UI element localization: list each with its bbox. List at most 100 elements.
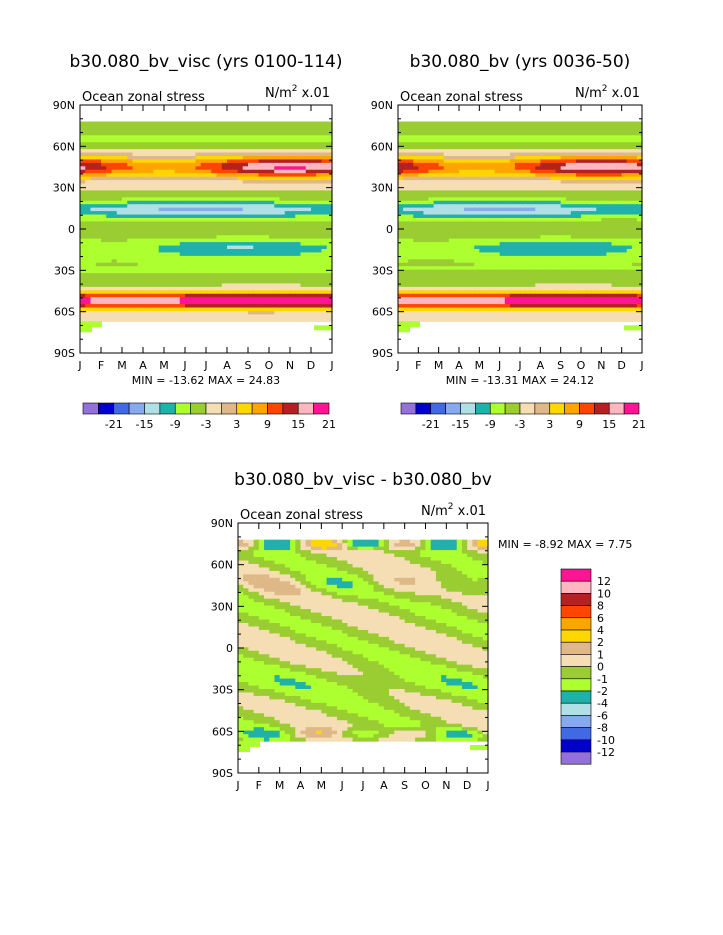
field-cell bbox=[494, 255, 501, 260]
field-cell bbox=[106, 224, 113, 229]
field-cell bbox=[232, 135, 239, 140]
field-cell bbox=[570, 214, 577, 219]
field-cell bbox=[174, 228, 181, 233]
field-cell bbox=[616, 224, 623, 229]
field-cell bbox=[158, 248, 165, 254]
field-cell bbox=[438, 211, 445, 216]
legend: -21 -15 -9 -3 3 9 15 21 bbox=[82, 402, 336, 431]
coast-segment bbox=[80, 327, 92, 333]
field-cell bbox=[195, 186, 202, 192]
field-cell bbox=[535, 266, 541, 271]
field-cell bbox=[453, 186, 460, 192]
field-cell bbox=[514, 166, 521, 171]
field-cell bbox=[433, 242, 440, 247]
field-cell bbox=[418, 121, 425, 126]
field-cell bbox=[85, 228, 92, 233]
field-cell bbox=[80, 248, 86, 254]
field-cell bbox=[169, 224, 176, 229]
field-cell bbox=[122, 221, 128, 226]
field-cell bbox=[101, 224, 107, 229]
field-cell bbox=[116, 186, 123, 192]
field-cell bbox=[269, 204, 275, 209]
field-cell bbox=[174, 242, 181, 247]
field-cell bbox=[631, 183, 638, 188]
field-cell bbox=[190, 259, 197, 264]
field-cell bbox=[200, 197, 207, 202]
field-cell bbox=[484, 159, 491, 164]
field-cell bbox=[300, 193, 307, 198]
field-cell bbox=[227, 286, 233, 291]
field-cell bbox=[575, 173, 582, 178]
field-cell bbox=[153, 190, 160, 195]
field-cell bbox=[206, 217, 212, 223]
field-cell bbox=[626, 131, 633, 136]
field-cell bbox=[606, 197, 613, 202]
field-cell bbox=[148, 173, 155, 178]
field-cell bbox=[616, 193, 623, 198]
field-cell bbox=[525, 149, 531, 154]
field-cell bbox=[616, 207, 623, 212]
field-cell bbox=[601, 207, 608, 212]
field-cell bbox=[195, 279, 202, 285]
field-cell bbox=[321, 152, 328, 157]
field-cell bbox=[499, 255, 506, 260]
field-cell bbox=[305, 149, 312, 154]
field-cell bbox=[164, 290, 170, 295]
field-cell bbox=[321, 286, 328, 291]
field-cell bbox=[565, 238, 572, 243]
field-cell bbox=[174, 314, 181, 319]
field-cell bbox=[413, 259, 419, 264]
field-cell bbox=[514, 186, 521, 192]
field-cell bbox=[143, 266, 149, 271]
field-cell bbox=[413, 145, 419, 150]
field-cell bbox=[484, 162, 491, 167]
field-cell bbox=[258, 245, 265, 250]
field-cell bbox=[403, 197, 409, 202]
field-cell bbox=[258, 211, 265, 216]
field-cell bbox=[137, 252, 144, 257]
field-cell bbox=[581, 135, 587, 140]
field-cell bbox=[616, 242, 623, 247]
field-cell bbox=[626, 159, 633, 164]
field-cell bbox=[269, 290, 275, 295]
field-cell bbox=[258, 138, 265, 143]
field-cell bbox=[459, 224, 465, 229]
field-cell bbox=[479, 211, 486, 216]
field-cell bbox=[581, 176, 587, 181]
field-cell bbox=[211, 200, 218, 205]
field-cell bbox=[448, 245, 455, 250]
field-cell bbox=[90, 228, 97, 233]
field-cell bbox=[611, 131, 618, 136]
field-cell bbox=[263, 211, 270, 216]
field-cell bbox=[242, 224, 249, 229]
field-cell bbox=[581, 207, 587, 212]
field-cell bbox=[111, 217, 118, 223]
field-cell bbox=[484, 193, 491, 198]
field-cell bbox=[290, 221, 296, 226]
field-cell bbox=[601, 255, 608, 260]
field-cell bbox=[95, 135, 102, 140]
field-cell bbox=[596, 231, 602, 236]
field-cell bbox=[169, 310, 176, 316]
field-cell bbox=[284, 142, 291, 147]
field-cell bbox=[479, 149, 486, 154]
field-cell bbox=[570, 176, 577, 181]
field-cell bbox=[237, 211, 244, 216]
field-cell bbox=[206, 131, 212, 136]
field-cell bbox=[227, 252, 233, 257]
field-cell bbox=[122, 245, 128, 250]
field-cell bbox=[520, 269, 526, 274]
field-cell bbox=[174, 266, 181, 271]
field-cell bbox=[206, 269, 212, 274]
field-cell bbox=[237, 207, 244, 212]
field-cell bbox=[106, 186, 113, 192]
field-cell bbox=[242, 286, 249, 291]
field-cell bbox=[305, 293, 312, 298]
field-cell bbox=[290, 190, 296, 195]
field-cell bbox=[258, 293, 265, 298]
field-cell bbox=[509, 224, 516, 229]
field-cell bbox=[185, 286, 191, 291]
field-cell bbox=[305, 276, 312, 281]
field-cell bbox=[626, 173, 633, 178]
field-cell bbox=[284, 180, 291, 185]
